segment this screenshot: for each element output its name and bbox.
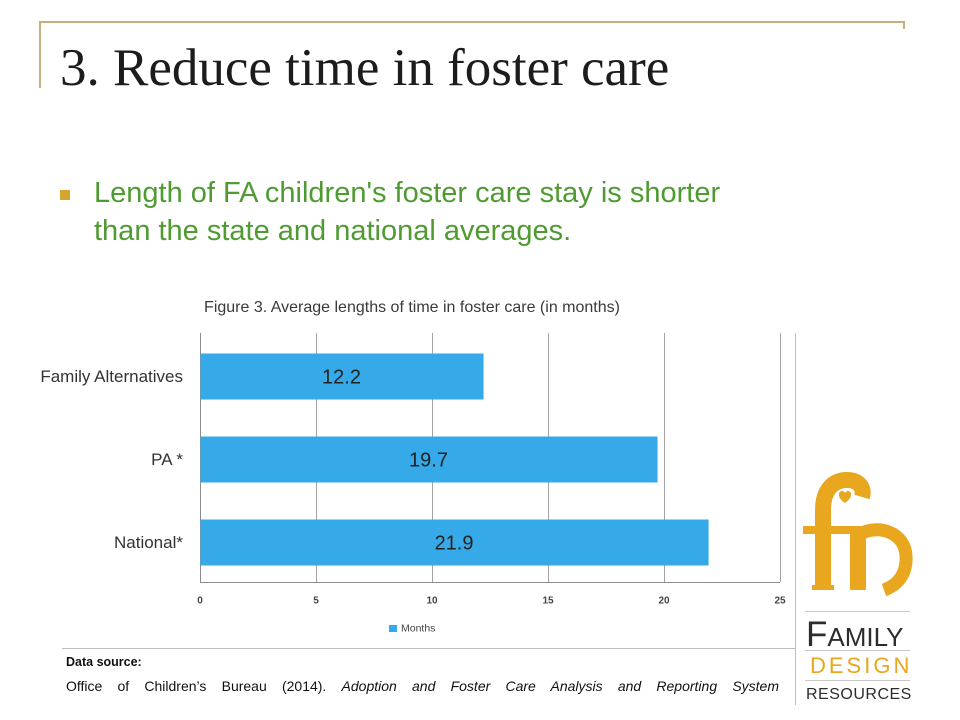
legend-swatch — [389, 625, 397, 632]
x-tick-label: 15 — [542, 596, 554, 607]
fr-monogram-icon — [803, 472, 913, 596]
legend-label: Months — [401, 623, 435, 635]
slide-title: 3. Reduce time in foster care — [60, 39, 670, 97]
data-label: 19.7 — [409, 450, 448, 472]
bar — [200, 353, 484, 400]
x-tick-label: 5 — [313, 596, 319, 607]
logo-design-text: DESIGN — [810, 653, 913, 678]
chart-title: Figure 3. Average lengths of time in fos… — [204, 299, 620, 316]
logo-divider — [795, 333, 796, 705]
x-tick-label: 0 — [197, 596, 203, 607]
heart-icon — [839, 491, 851, 503]
logo-resources-text: RESOURCES — [806, 686, 912, 703]
bar-chart: Family Alternatives 12.2 PA * 19.7 National*… — [40, 333, 786, 635]
logo-rule-top — [805, 611, 910, 612]
citation-text: Office of Children’s Bureau (2014). — [66, 678, 327, 694]
category-label: National* — [114, 533, 183, 552]
x-tick-label: 20 — [658, 596, 670, 607]
citation-title: Adoption and Foster Care Analysis and Re… — [341, 678, 780, 694]
footer-divider — [62, 648, 795, 649]
data-label: 12.2 — [322, 367, 361, 389]
f-letter-foot — [812, 585, 834, 590]
category-label: Family Alternatives — [40, 367, 183, 386]
data-source-label: Data source: — [66, 655, 142, 669]
data-source-citation: Office of Children’s Bureau (2014). Adop… — [66, 678, 779, 694]
frame-right-tick — [903, 21, 905, 29]
f-letter-shape — [815, 472, 871, 590]
logo-rule-middle — [805, 650, 910, 651]
bar — [200, 436, 658, 483]
bar — [200, 519, 709, 566]
x-tick-label: 10 — [426, 596, 438, 607]
f-letter-crossbar — [803, 526, 851, 534]
bullet-text: Length of FA children's foster care stay… — [94, 177, 721, 247]
data-label: 21.9 — [435, 533, 474, 555]
square-bullet-icon — [60, 190, 70, 200]
logo-family-text: FAMILY — [806, 615, 904, 654]
r-letter-arm — [856, 523, 913, 596]
frame-top-rule — [40, 21, 905, 23]
x-tick-label: 25 — [774, 596, 786, 607]
r-letter-stem — [850, 526, 866, 590]
frame-left-rule — [39, 21, 41, 88]
category-label: PA * — [151, 450, 183, 469]
logo-rule-bottom — [805, 680, 910, 681]
